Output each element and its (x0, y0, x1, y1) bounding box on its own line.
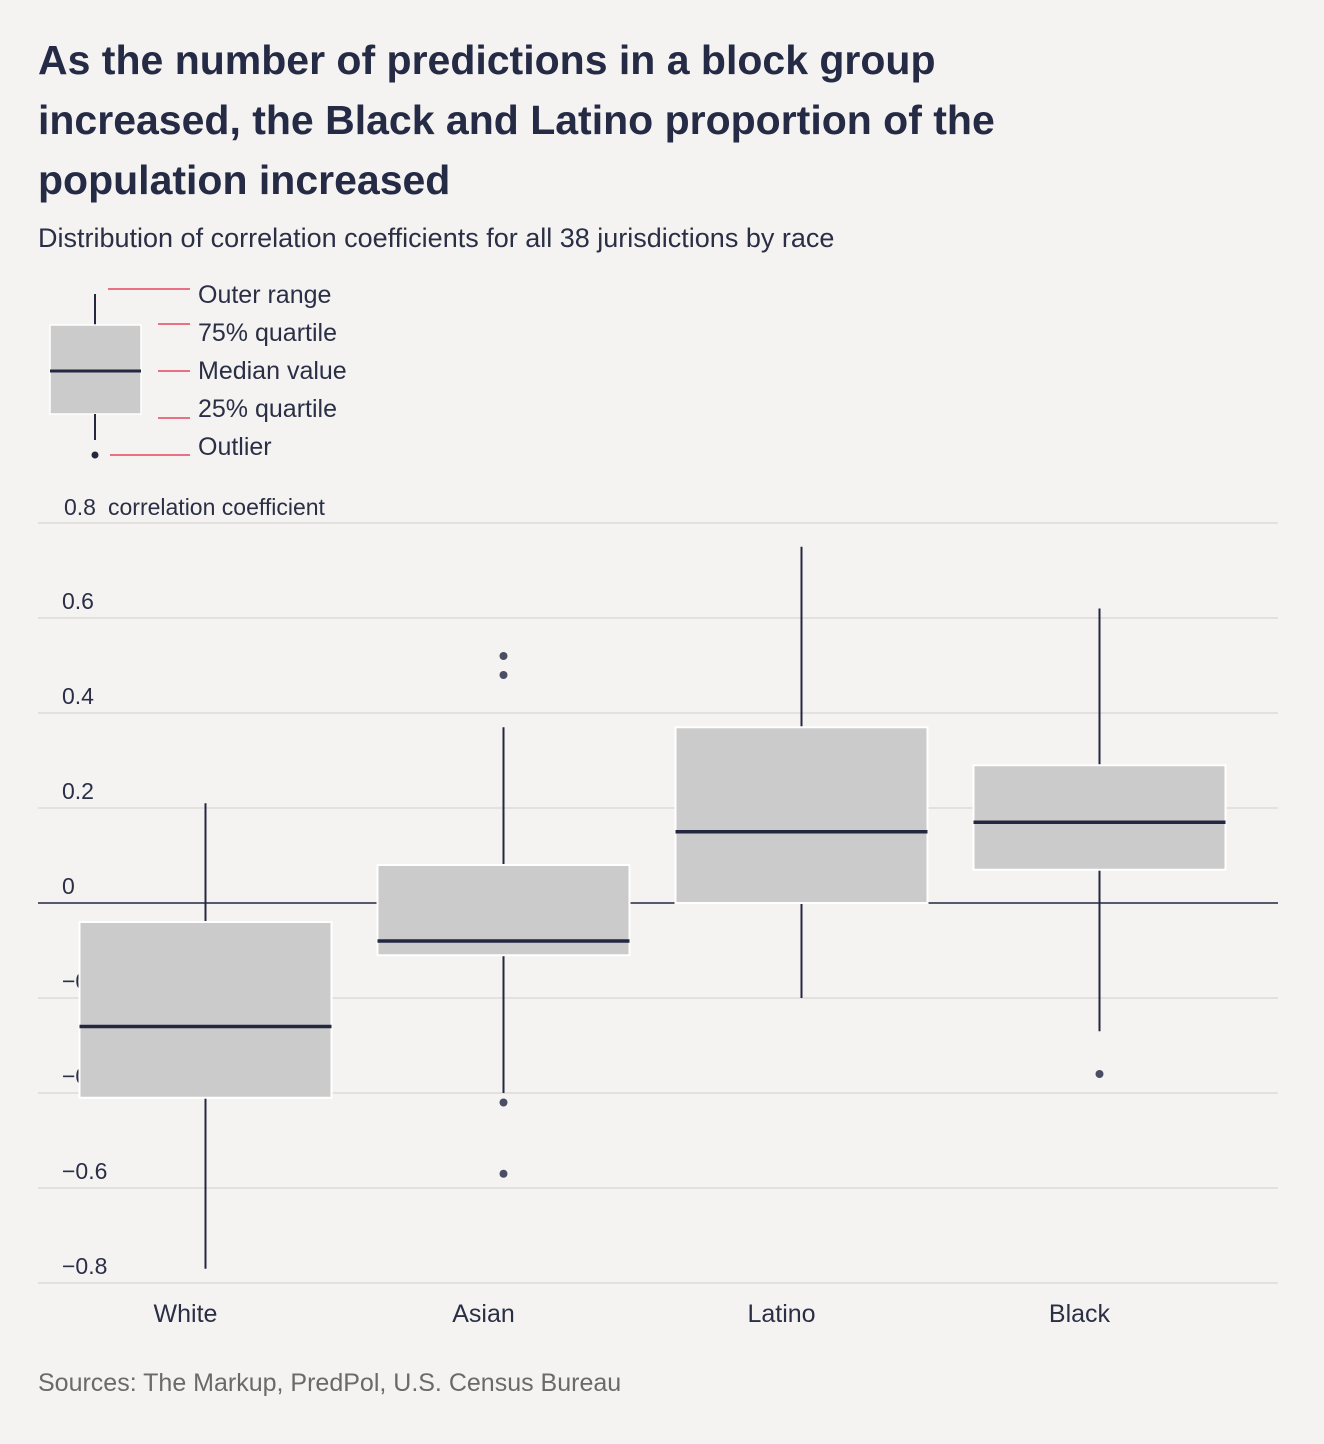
legend-label-q3: 75% quartile (198, 319, 337, 347)
outlier-point (499, 1169, 508, 1178)
outlier-point (499, 1098, 508, 1107)
box-asian (376, 652, 631, 1178)
grid-lines (38, 522, 1278, 1284)
x-category-label: Black (1049, 1300, 1111, 1328)
legend-label-outer-range: Outer range (198, 281, 331, 309)
x-category-label: Latino (747, 1300, 815, 1328)
x-category-label: Asian (452, 1300, 515, 1328)
box-iqr (674, 726, 929, 904)
outlier-point (1095, 1070, 1104, 1078)
y-axis-label: correlation coefficient (108, 494, 326, 520)
box-latino (674, 546, 929, 998)
y-tick-labels: 0.60.40.20−0.2−0.4−0.6−0.80.8 (62, 494, 108, 1279)
legend: Outer range 75% quartile Median value 25… (49, 281, 347, 461)
chart-subtitle: Distribution of correlation coefficients… (38, 223, 835, 253)
legend-label-q1: 25% quartile (198, 395, 337, 423)
y-tick-label: 0.4 (62, 683, 94, 709)
box-iqr (972, 764, 1227, 871)
legend-label-outlier: Outlier (198, 433, 272, 461)
y-tick-label: 0.2 (62, 778, 94, 804)
x-category-labels: White Asian Latino Black (154, 1300, 1111, 1328)
y-tick-label: −0.6 (62, 1158, 107, 1184)
box-series (78, 546, 1227, 1269)
legend-outlier-dot (91, 451, 99, 459)
outlier-point (499, 671, 508, 679)
legend-label-median: Median value (198, 357, 347, 385)
sources-note: Sources: The Markup, PredPol, U.S. Censu… (38, 1369, 622, 1397)
box-black (972, 608, 1227, 1078)
chart-title: As the number of predictions in a block … (38, 37, 995, 203)
y-tick-label: 0 (62, 873, 75, 899)
y-tick-label: −0.8 (62, 1253, 107, 1279)
outlier-point (499, 652, 508, 660)
y-tick-label: 0.6 (62, 588, 94, 614)
y-tick-label: 0.8 (64, 494, 96, 520)
box-iqr (78, 921, 333, 1099)
box-white (78, 803, 333, 1269)
x-category-label: White (154, 1300, 218, 1328)
